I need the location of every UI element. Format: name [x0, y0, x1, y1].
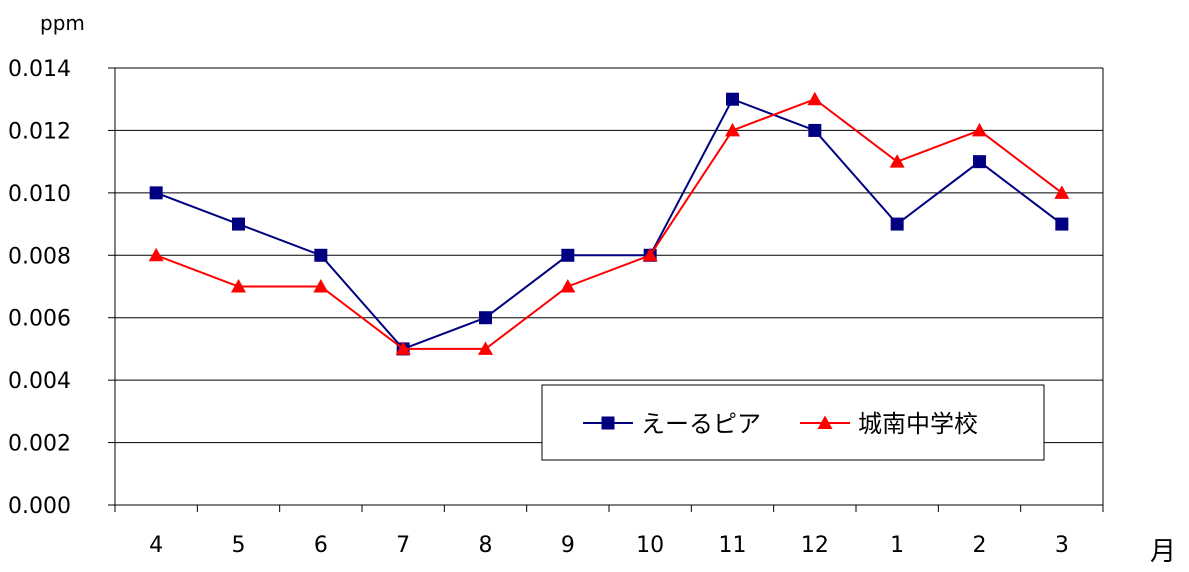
y-tick-label-0: 0.000: [8, 494, 71, 519]
x-tick-label-6: 10: [636, 533, 664, 558]
series-1-point-10: [972, 122, 987, 137]
legend-label-0: えーるピア: [641, 410, 761, 438]
series-0-point-2: [314, 248, 328, 262]
series-0-point-10: [973, 155, 986, 169]
series-0-point-5: [561, 248, 575, 262]
series-1-point-3: [395, 341, 411, 355]
x-tick-label-3: 7: [396, 533, 410, 558]
series-1-point-11: [1054, 185, 1070, 199]
series-0-point-1: [232, 217, 245, 231]
series-1-point-6: [642, 247, 658, 262]
series-line-1: [155, 98, 1063, 350]
series-1-point-8: [807, 91, 823, 106]
x-tick-labels: 4 5 6 7 8 9 10 11 12 1 2 3: [149, 533, 1069, 558]
series-0: [149, 92, 1069, 356]
x-tick-label-11: 3: [1055, 533, 1069, 558]
series-1-point-2: [313, 279, 329, 293]
series-1-point-7: [725, 122, 740, 137]
x-tick-label-8: 12: [801, 533, 829, 558]
series-0-point-4: [479, 311, 492, 325]
series-line-0: [155, 97, 1063, 351]
series-1-point-4: [478, 341, 493, 355]
series-0-point-8: [808, 123, 822, 137]
x-tick-label-7: 11: [719, 533, 747, 558]
y-tick-label-4: 0.008: [8, 244, 71, 269]
series-0-point-9: [890, 217, 904, 231]
y-tick-label-6: 0.012: [8, 119, 71, 144]
x-tick-label-4: 8: [479, 533, 493, 558]
y-tick-labels: 0.000 0.002 0.004 0.006 0.008 0.010 0.012 0.014: [8, 57, 71, 519]
x-tick-label-9: 1: [890, 533, 904, 558]
y-axis-unit-label: ppm: [40, 11, 85, 35]
series-1-point-1: [231, 279, 246, 293]
series-1-point-9: [889, 154, 905, 168]
legend-marker-1: [817, 415, 833, 429]
gridlines: [115, 67, 1103, 444]
series-group: [148, 91, 1070, 356]
x-tick-label-1: 5: [232, 533, 246, 558]
x-tick-label-10: 2: [973, 533, 987, 558]
y-tick-label-2: 0.004: [8, 369, 71, 394]
y-tick-label-7: 0.014: [8, 57, 71, 82]
series-1-point-5: [560, 279, 576, 293]
legend: えーるピア 城南中学校: [541, 384, 1045, 461]
y-tick-label-1: 0.002: [8, 432, 71, 457]
axes: [108, 67, 1104, 512]
x-tick-label-0: 4: [149, 533, 163, 558]
legend-label-1: 城南中学校: [858, 410, 978, 438]
series-1: [148, 91, 1070, 355]
x-tick-label-2: 6: [314, 533, 328, 558]
series-1-point-0: [148, 247, 164, 262]
series-0-point-7: [726, 92, 739, 106]
legend-marker-0: [601, 416, 615, 430]
x-axis-label: 月: [1150, 537, 1176, 567]
series-0-point-11: [1055, 217, 1069, 231]
series-0-point-0: [149, 186, 163, 200]
y-tick-label-3: 0.006: [8, 307, 71, 332]
y-tick-label-5: 0.010: [8, 182, 71, 207]
x-tick-label-5: 9: [561, 533, 575, 558]
